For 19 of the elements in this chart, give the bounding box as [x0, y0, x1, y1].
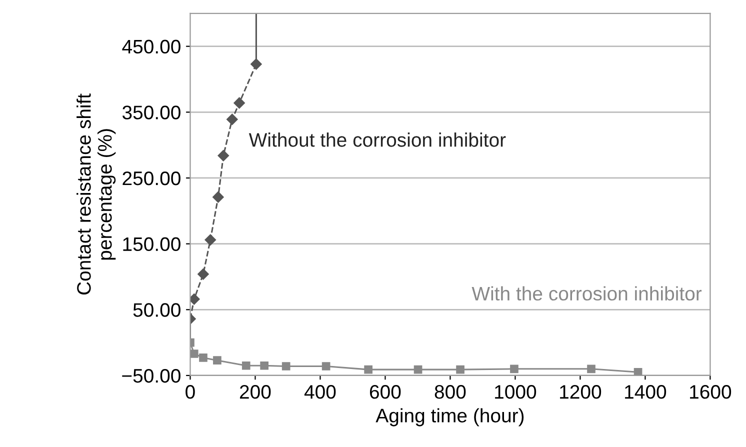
y-tick-label: 150.00 [123, 237, 180, 252]
text: With the corrosion inhibitor [472, 286, 702, 301]
x-tick-label: 1200 [560, 385, 602, 399]
x-tick-label: 1000 [495, 385, 536, 399]
y-tick-label: 350.00 [122, 106, 180, 120]
x-tick-label: 600 [370, 385, 401, 399]
y-tick-label: 50.00 [133, 303, 180, 317]
x-tick-label: 1400 [625, 385, 666, 399]
x-axis-title: Aging time (hour) [376, 408, 524, 426]
y-axis-title: Contact resistance shift percentage (%) [76, 94, 116, 294]
x-tick-label: 200 [240, 385, 271, 399]
series-label: Without the corrosion inhibitor [248, 132, 506, 147]
x-tick-label: 800 [434, 385, 466, 399]
x-tick-label: 400 [304, 385, 336, 399]
y-tick-label: 450.00 [122, 40, 180, 54]
x-tick-label: 1600 [690, 385, 732, 399]
y-tick-label: 250.00 [122, 171, 180, 186]
y-tick-label: −50.00 [122, 368, 180, 383]
x-tick-label: 0 [186, 385, 195, 399]
